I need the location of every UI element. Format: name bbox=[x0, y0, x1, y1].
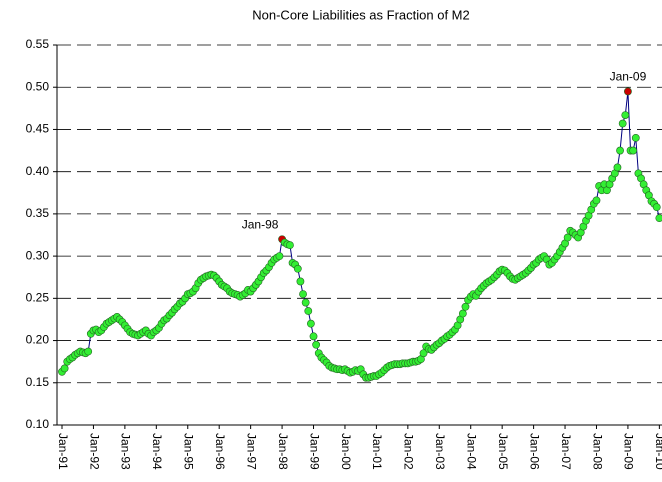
marker bbox=[629, 146, 638, 155]
marker bbox=[301, 298, 310, 307]
x-tick-label: Jan-03 bbox=[433, 433, 447, 470]
x-tick-label: Jan-91 bbox=[56, 433, 70, 470]
marker bbox=[60, 364, 69, 373]
marker bbox=[84, 347, 93, 356]
x-tick-label: Jan-95 bbox=[182, 433, 196, 470]
y-tick-label: 0.35 bbox=[26, 206, 50, 220]
x-tick-label: Jan-05 bbox=[496, 433, 510, 470]
x-tick-label: Jan-06 bbox=[527, 433, 541, 470]
marker bbox=[618, 119, 627, 128]
y-tick-label: 0.25 bbox=[26, 291, 50, 305]
marker bbox=[458, 309, 467, 318]
marker bbox=[304, 307, 313, 315]
y-tick-label: 0.10 bbox=[26, 417, 50, 431]
marker bbox=[309, 332, 318, 341]
x-tick-label: Jan-93 bbox=[119, 433, 133, 470]
marker bbox=[621, 111, 630, 119]
y-tick-label: 0.15 bbox=[26, 375, 50, 389]
x-tick-label: Jan-04 bbox=[465, 433, 479, 470]
x-tick-label: Jan-94 bbox=[150, 433, 164, 470]
x-tick-label: Jan-01 bbox=[370, 433, 384, 470]
marker bbox=[616, 146, 624, 155]
annotation: Jan-98 bbox=[242, 217, 279, 231]
marker bbox=[293, 264, 302, 273]
x-tick-label: Jan-08 bbox=[590, 433, 604, 470]
x-tick-label: Jan-09 bbox=[622, 433, 636, 470]
y-tick-label: 0.55 bbox=[26, 37, 50, 51]
x-tick-label: Jan-02 bbox=[402, 433, 416, 470]
marker bbox=[592, 196, 601, 205]
marker bbox=[461, 302, 470, 311]
x-tick-label: Jan-99 bbox=[307, 433, 321, 470]
marker bbox=[652, 203, 661, 212]
marker bbox=[631, 133, 640, 142]
x-tick-label: Jan-00 bbox=[339, 433, 353, 470]
x-tick-label: Jan-96 bbox=[213, 433, 227, 470]
marker bbox=[275, 252, 284, 261]
x-tick-label: Jan-98 bbox=[276, 433, 290, 470]
y-tick-label: 0.45 bbox=[26, 122, 50, 136]
x-tick-label: Jan-07 bbox=[559, 433, 573, 470]
marker bbox=[306, 319, 315, 328]
y-tick-label: 0.40 bbox=[26, 164, 50, 178]
x-tick-label: Jan-10 bbox=[653, 433, 662, 470]
marker bbox=[563, 233, 572, 242]
marker bbox=[655, 214, 662, 223]
annotation: Jan-09 bbox=[610, 70, 647, 84]
y-tick-label: 0.30 bbox=[26, 248, 50, 262]
marker bbox=[286, 241, 294, 250]
marker bbox=[312, 340, 321, 349]
marker bbox=[296, 277, 305, 286]
y-tick-label: 0.20 bbox=[26, 333, 50, 347]
x-tick-label: Jan-97 bbox=[244, 433, 258, 470]
x-tick-label: Jan-92 bbox=[87, 433, 101, 470]
marker bbox=[299, 290, 307, 299]
chart-title: Non-Core Liabilities as Fraction of M2 bbox=[252, 7, 469, 22]
marker bbox=[624, 87, 632, 96]
marker bbox=[613, 163, 622, 172]
y-tick-label: 0.50 bbox=[26, 79, 50, 93]
marker bbox=[419, 349, 428, 358]
